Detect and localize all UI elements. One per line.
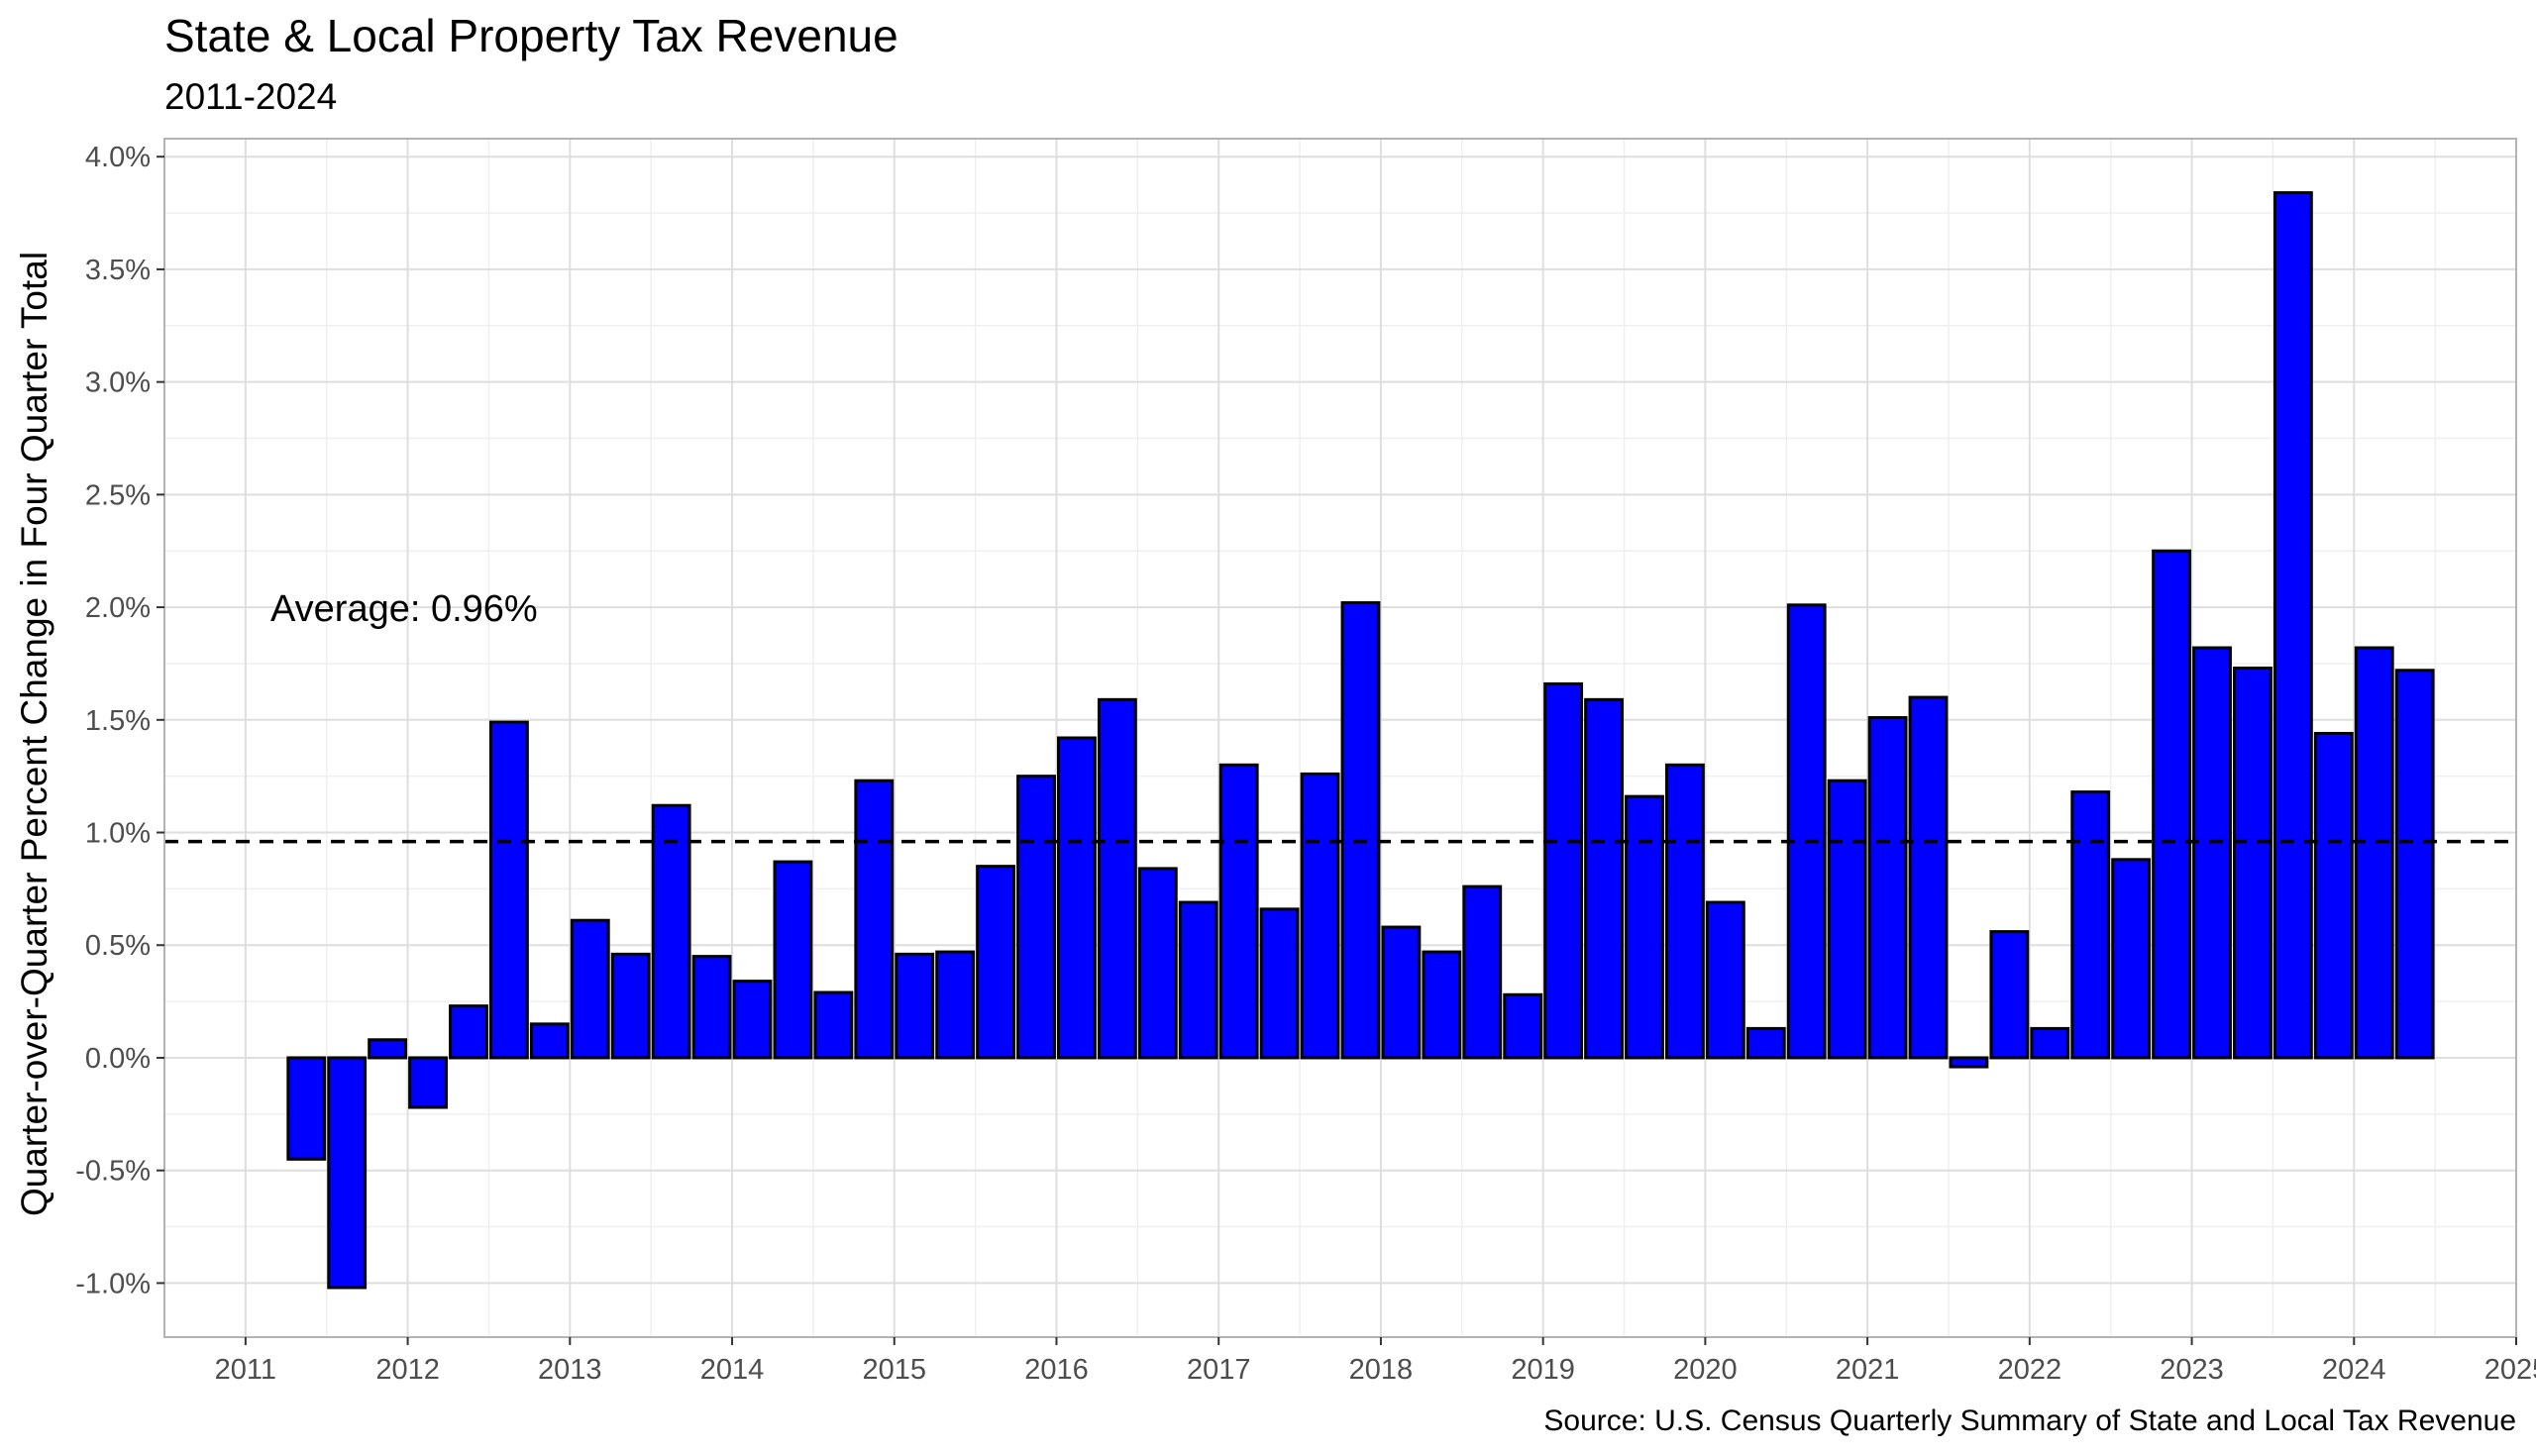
bar [1584, 697, 1624, 1060]
chart-subtitle: 2011-2024 [164, 76, 337, 117]
bar [895, 952, 935, 1060]
bar [1218, 763, 1259, 1060]
bar [1381, 925, 1422, 1060]
plot-panel-border [163, 138, 2517, 1338]
y-tick-label: 0.5% [85, 930, 151, 962]
bar [2070, 790, 2111, 1060]
bar [1097, 697, 1137, 1060]
x-tick-label: 2011 [215, 1354, 276, 1386]
x-tick-label: 2018 [1349, 1354, 1414, 1386]
x-tick-label: 2021 [1836, 1354, 1900, 1386]
y-tick-label: -1.0% [75, 1268, 151, 1300]
y-tick-label: 2.0% [85, 592, 151, 624]
y-axis-ticks: -1.0% -0.5% 0.0% 0.5% 1.0% 1.5% 2.0% 2.5% 3.0% 3.… [75, 142, 164, 1300]
bar [976, 865, 1016, 1060]
bar [408, 1056, 448, 1109]
bar [1827, 779, 1867, 1060]
x-tick-label: 2019 [1511, 1354, 1575, 1386]
bar [651, 803, 691, 1060]
bar [2313, 731, 2354, 1060]
bar [813, 990, 854, 1060]
bar [1259, 907, 1300, 1060]
bar [1422, 950, 1462, 1060]
x-tick-label: 2012 [375, 1354, 440, 1386]
bar [2192, 646, 2232, 1060]
source-caption: Source: U.S. Census Quarterly Summary of… [1543, 1404, 2516, 1437]
bar [488, 720, 529, 1060]
bar [1625, 794, 1664, 1060]
y-tick-label: 3.0% [85, 367, 151, 399]
bar [1908, 695, 1949, 1060]
bar [610, 952, 651, 1060]
chart-title: State & Local Property Tax Revenue [164, 10, 898, 61]
bar [1503, 992, 1543, 1060]
bar [2354, 646, 2394, 1060]
x-tick-label: 2016 [1024, 1354, 1089, 1386]
bar [1949, 1056, 1989, 1069]
bar [449, 1004, 488, 1060]
bar [529, 1022, 570, 1060]
bar [732, 980, 773, 1060]
x-tick-label: 2020 [1673, 1354, 1738, 1386]
bar [1867, 716, 1908, 1060]
bar [1340, 601, 1381, 1060]
bar [2272, 191, 2313, 1060]
bar [1300, 772, 1340, 1060]
bar [1664, 763, 1705, 1060]
y-axis-title: Quarter-over-Quarter Percent Change in F… [14, 252, 54, 1216]
x-tick-label: 2023 [2160, 1354, 2224, 1386]
x-tick-label: 2017 [1187, 1354, 1251, 1386]
minor-gridlines [164, 139, 2516, 1337]
x-tick-label: 2013 [538, 1354, 602, 1386]
bar [327, 1056, 368, 1290]
bar [773, 860, 813, 1060]
y-tick-label: 3.5% [85, 255, 151, 286]
x-tick-label: 2025 [2484, 1354, 2536, 1386]
bar [2233, 666, 2272, 1060]
bar [1137, 867, 1178, 1060]
bar [2030, 1026, 2070, 1060]
bar [2152, 549, 2192, 1060]
bar [1462, 884, 1503, 1060]
bar [1705, 900, 1745, 1060]
y-tick-label: -0.5% [75, 1156, 151, 1188]
bar [368, 1038, 408, 1060]
bar [1178, 900, 1218, 1060]
y-tick-label: 2.5% [85, 479, 151, 511]
bar-series [286, 191, 2435, 1290]
x-tick-label: 2022 [1998, 1354, 2062, 1386]
bar [2394, 669, 2435, 1060]
bar [854, 779, 895, 1060]
bar [286, 1056, 327, 1161]
x-tick-label: 2014 [700, 1354, 765, 1386]
bar [1543, 681, 1584, 1060]
bar [1786, 603, 1827, 1060]
bar [1016, 775, 1056, 1060]
x-axis-ticks: 2011 2012 2013 2014 2015 2016 2017 2018 2019 2020… [215, 1337, 2536, 1386]
bar [2111, 858, 2152, 1060]
average-annotation: Average: 0.96% [270, 588, 538, 630]
bar [935, 950, 976, 1060]
x-tick-label: 2024 [2322, 1354, 2386, 1386]
y-tick-label: 1.0% [85, 818, 151, 850]
bar [570, 918, 610, 1060]
bar [1989, 930, 2030, 1060]
x-tick-label: 2015 [863, 1354, 927, 1386]
bar [691, 955, 732, 1060]
y-tick-label: 4.0% [85, 142, 151, 173]
y-tick-label: 0.0% [85, 1043, 151, 1075]
bar [1745, 1026, 1786, 1060]
y-tick-label: 1.5% [85, 705, 151, 737]
bar [1057, 736, 1097, 1060]
